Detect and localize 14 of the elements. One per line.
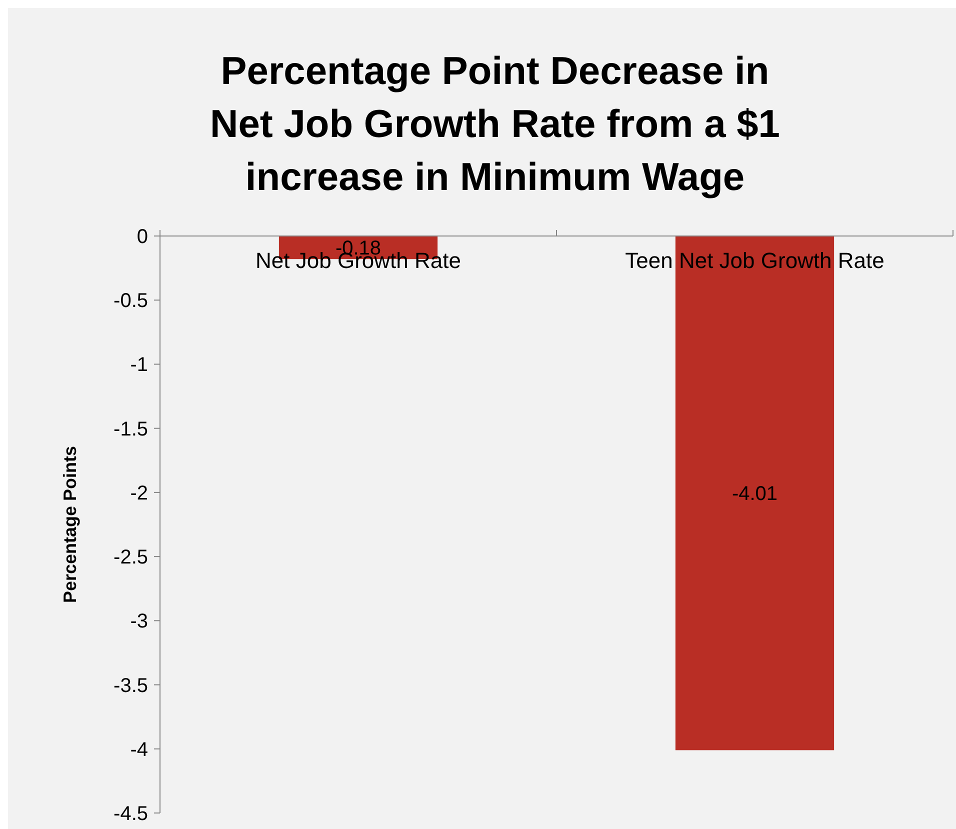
x-tick-label: Teen Net Job Growth Rate bbox=[625, 248, 884, 273]
y-tick-label: -0.5 bbox=[114, 290, 148, 312]
y-tick-label: -1 bbox=[130, 354, 148, 376]
y-tick-label: -4 bbox=[130, 738, 148, 761]
y-tick-label: -4.5 bbox=[114, 803, 148, 825]
y-tick-label: -1.5 bbox=[114, 418, 148, 440]
y-tick-label: -3.5 bbox=[114, 674, 148, 697]
y-tick-label: -3 bbox=[130, 610, 148, 633]
y-tick-label: -2 bbox=[130, 482, 148, 504]
data-label: -4.01 bbox=[732, 483, 778, 506]
y-tick-label: 0 bbox=[136, 226, 148, 248]
chart-title: Percentage Point Decrease in Net Job Growth Rate from a $1 increase in Minimum Wage bbox=[210, 50, 780, 199]
y-axis-title: Percentage Points bbox=[60, 446, 80, 604]
y-tick-label: -2.5 bbox=[114, 546, 148, 569]
